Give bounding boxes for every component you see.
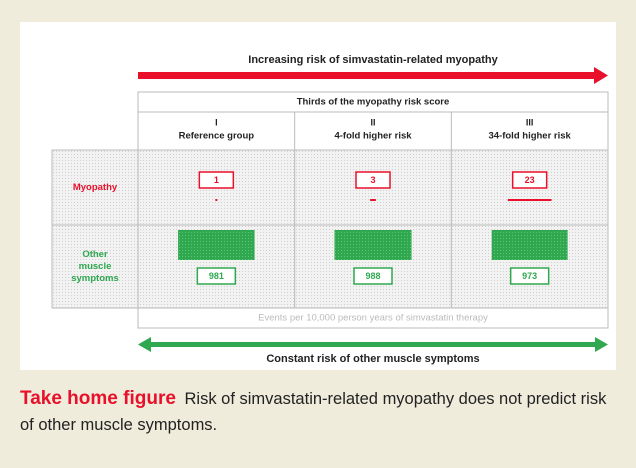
figure: Increasing risk of simvastatin-related m… xyxy=(51,54,609,365)
caption: Take home figure Risk of simvastatin-rel… xyxy=(20,386,616,438)
green-arrow-head-left xyxy=(138,337,151,352)
value-box xyxy=(353,267,393,285)
value-box xyxy=(509,267,550,285)
column-label: 34-fold higher risk xyxy=(488,131,571,142)
column-label: 4-fold higher risk xyxy=(334,131,412,142)
row-label: symptoms xyxy=(71,273,119,284)
value-box xyxy=(511,171,548,189)
row-label: Myopathy xyxy=(73,182,118,193)
value-box xyxy=(355,171,391,189)
red-arrow-shaft xyxy=(138,72,596,79)
footer-label: Events per 10,000 person years of simvas… xyxy=(258,313,488,324)
bottom-arrow-label: Constant risk of other muscle symptoms xyxy=(266,353,479,365)
value-label: 23 xyxy=(525,175,535,185)
symptom-block xyxy=(178,230,255,260)
column-numeral: II xyxy=(370,117,375,127)
column-numeral: III xyxy=(526,117,534,127)
myopathy-bar xyxy=(370,199,376,201)
myopathy-bar xyxy=(215,199,218,201)
row-label: Other xyxy=(82,249,108,260)
green-arrow-head-right xyxy=(595,337,608,352)
figure-panel: Increasing risk of simvastatin-related m… xyxy=(20,22,616,370)
red-arrow-head xyxy=(594,67,608,84)
column-label: Reference group xyxy=(179,131,255,142)
value-label: 988 xyxy=(365,271,380,281)
symptom-block xyxy=(491,230,568,260)
column-numeral: I xyxy=(215,117,218,127)
top-arrow-label: Increasing risk of simvastatin-related m… xyxy=(248,54,498,66)
symptom-block xyxy=(334,230,412,260)
value-label: 973 xyxy=(522,271,537,281)
header-label: Thirds of the myopathy risk score xyxy=(297,97,450,108)
value-label: 1 xyxy=(214,175,219,185)
caption-title: Take home figure xyxy=(20,388,176,409)
myopathy-bar xyxy=(507,199,552,201)
footer-box xyxy=(137,307,609,329)
caption-text: Risk of simvastatin-related myopathy doe… xyxy=(20,390,607,434)
green-arrow-shaft xyxy=(148,342,598,347)
value-box xyxy=(198,171,235,189)
value-label: 3 xyxy=(370,175,375,185)
value-label: 981 xyxy=(209,271,224,281)
row-label: muscle xyxy=(79,261,112,272)
value-box xyxy=(196,267,237,285)
